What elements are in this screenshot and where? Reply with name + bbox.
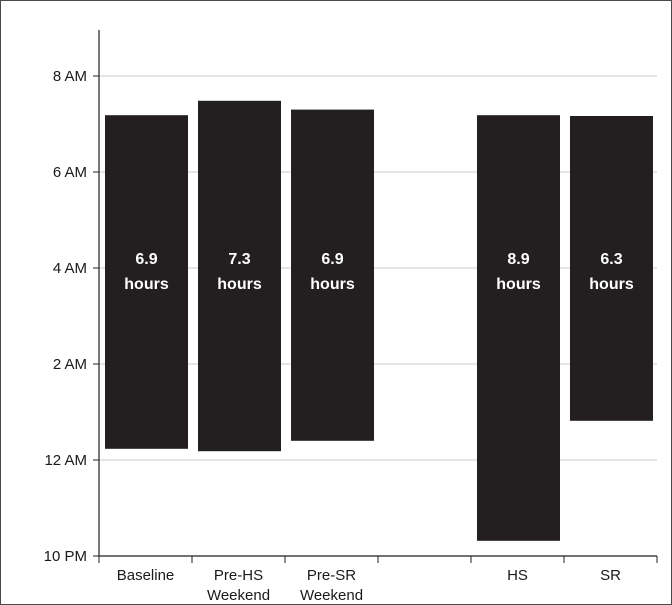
bars [105, 100, 653, 541]
bar-duration-label: hours [217, 276, 262, 293]
x-category-labels: Baseline Pre-HS Weekend Pre-SR Weekend HS SR [117, 567, 621, 604]
y-tick-label: 8 AM [53, 68, 87, 85]
y-tick-label: 10 PM [44, 548, 87, 565]
bar-duration-label: 8.9 [507, 251, 529, 268]
x-category-label: Weekend [207, 587, 270, 604]
axes [93, 30, 658, 563]
y-tick-label: 6 AM [53, 164, 87, 181]
bar-duration-label: 6.3 [600, 251, 622, 268]
bar-duration-label: hours [589, 276, 634, 293]
x-category-label: Pre-HS [214, 567, 263, 584]
sleep-bar [105, 115, 188, 449]
x-category-label: Pre-SR [307, 567, 356, 584]
y-tick-label: 12 AM [44, 452, 87, 469]
x-category-label: HS [507, 567, 528, 584]
sleep-bar [477, 115, 560, 541]
sleep-bar [570, 116, 653, 421]
y-tick-labels: 10 PM 12 AM 2 AM 4 AM 6 AM 8 AM [44, 68, 87, 565]
bar-duration-label: 6.9 [321, 251, 343, 268]
sleep-bar [198, 100, 281, 452]
y-tick-label: 4 AM [53, 260, 87, 277]
bar-duration-label: hours [124, 276, 169, 293]
bar-duration-label: 7.3 [228, 251, 250, 268]
gridlines [99, 75, 657, 461]
x-category-label: SR [600, 567, 621, 584]
x-category-label: Baseline [117, 567, 175, 584]
x-category-label: Weekend [300, 587, 363, 604]
y-tick-label: 2 AM [53, 356, 87, 373]
bar-duration-label: hours [496, 276, 541, 293]
bar-duration-label: hours [310, 276, 355, 293]
bar-duration-label: 6.9 [135, 251, 157, 268]
bar-duration-labels: 6.9 hours 7.3 hours 6.9 hours 8.9 hours 6.3 hours [124, 251, 634, 293]
sleep-bar [291, 109, 374, 441]
